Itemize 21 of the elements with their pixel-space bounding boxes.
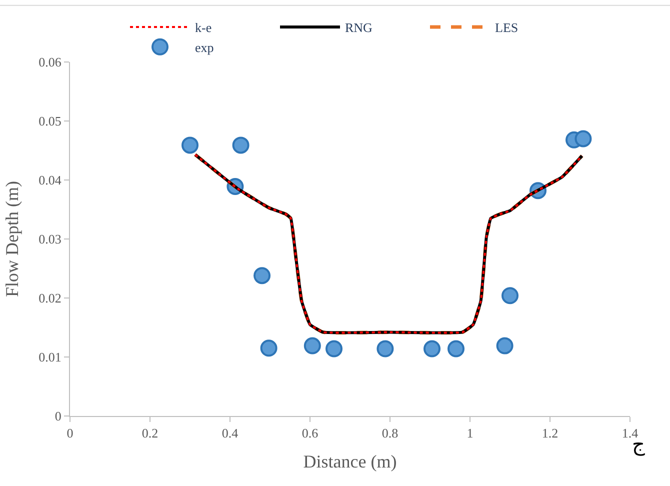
x-tick-label: 1: [466, 426, 474, 441]
x-tick-label: 0.8: [382, 426, 398, 441]
y-tick-label: 0.02: [38, 290, 62, 306]
legend-label: RNG: [345, 20, 372, 36]
y-tick-label: 0.05: [38, 114, 62, 129]
y-tick-label: 0.04: [38, 172, 62, 188]
y-tick-label: 0: [54, 408, 62, 424]
y-tick-label: 0.01: [38, 350, 62, 365]
x-tick-label: 0.2: [142, 426, 158, 441]
legend-label: exp: [195, 40, 214, 55]
y-tick-label: 0.06: [38, 54, 62, 70]
y-axis-title: Flow Depth (m): [2, 181, 22, 297]
y-tick-label: 0.03: [38, 232, 62, 247]
x-tick-label: 0.6: [302, 426, 319, 441]
legend-label: k-e: [195, 20, 212, 36]
x-axis-title: Distance (m): [303, 452, 397, 472]
x-tick-label: 1.4: [622, 426, 639, 441]
x-tick-label: 1.2: [542, 426, 558, 441]
x-tick-label: 0: [66, 426, 74, 441]
legend-label: LES: [495, 20, 518, 36]
x-tick-label: 0.4: [222, 426, 239, 441]
